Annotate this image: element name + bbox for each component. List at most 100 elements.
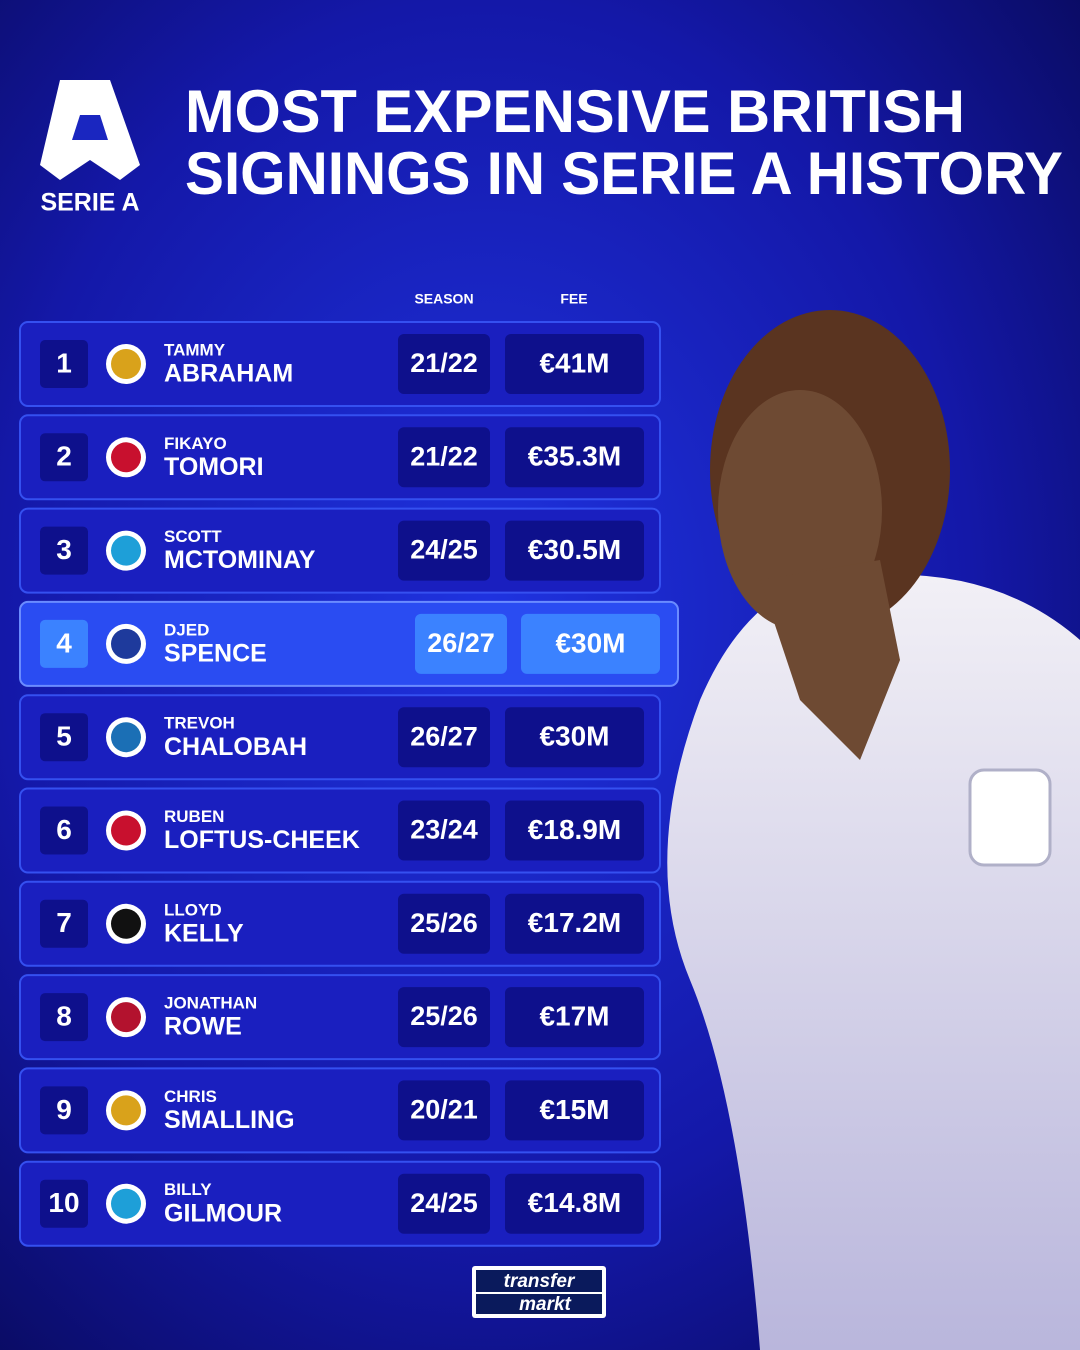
fee-box	[505, 893, 644, 954]
rank-box	[40, 1086, 88, 1135]
season-box	[398, 427, 490, 488]
row	[19, 974, 661, 1061]
row	[19, 694, 661, 781]
row	[19, 787, 661, 874]
transfermarkt-logo: transfer markt	[472, 1266, 606, 1318]
rank-box	[40, 1179, 88, 1228]
rank: 5	[56, 721, 72, 752]
fee: €15M	[539, 1094, 609, 1125]
fee: €30M	[539, 721, 609, 752]
season-box	[398, 1173, 490, 1234]
first-name: LLOYD	[164, 900, 222, 919]
season-box	[398, 707, 490, 768]
first-name: RUBEN	[164, 807, 224, 826]
season: 21/22	[410, 348, 478, 378]
season-box	[398, 987, 490, 1048]
rank-box	[40, 713, 88, 762]
rank-box	[40, 340, 88, 388]
title-line: MOST EXPENSIVE BRITISH	[185, 78, 965, 145]
first-name: SCOTT	[164, 527, 222, 546]
first-name: DJED	[164, 620, 209, 639]
fee: €14.8M	[528, 1187, 621, 1218]
club-logo-inner	[111, 1002, 141, 1033]
row	[19, 1067, 661, 1154]
rank: 10	[48, 1187, 79, 1218]
club-logo-inner	[111, 442, 141, 473]
fee-box	[505, 987, 644, 1048]
column-header: FEE	[560, 291, 587, 307]
season-box	[415, 613, 507, 674]
rank: 9	[56, 1094, 72, 1125]
last-name: TOMORI	[164, 453, 264, 481]
fee-box	[505, 520, 644, 581]
row	[19, 1160, 661, 1247]
last-name: CHALOBAH	[164, 733, 307, 761]
row	[19, 414, 661, 501]
season: 26/27	[427, 628, 495, 658]
fee: €30.5M	[528, 534, 621, 565]
fee: €41M	[539, 347, 609, 378]
player-photo	[667, 310, 1080, 1350]
first-name: TAMMY	[164, 340, 226, 359]
fee-box	[505, 427, 644, 488]
season-box	[398, 520, 490, 581]
first-name: JONATHAN	[164, 994, 257, 1013]
club-logo-inner	[111, 722, 141, 753]
first-name: TREVOH	[164, 714, 235, 733]
last-name: ROWE	[164, 1013, 242, 1041]
last-name: ABRAHAM	[164, 360, 293, 388]
rank: 4	[56, 627, 72, 658]
club-logo-inner	[111, 535, 141, 566]
season-box	[398, 334, 490, 394]
rank: 3	[56, 534, 72, 565]
club-logo-inner	[111, 815, 141, 846]
fee-box	[505, 1080, 644, 1141]
first-name: FIKAYO	[164, 434, 227, 453]
rank-box	[40, 993, 88, 1042]
club-logo-inner	[111, 1188, 141, 1219]
fee: €17M	[539, 1000, 609, 1031]
row	[19, 321, 661, 407]
fee: €18.9M	[528, 814, 621, 845]
logo-text: transfer	[504, 1271, 576, 1292]
season: 24/25	[410, 535, 478, 565]
fee-box	[505, 334, 644, 394]
logo-text: SERIE A	[40, 189, 139, 217]
title-line: SIGNINGS IN SERIE A HISTORY	[185, 140, 1063, 207]
fee: €17.2M	[528, 907, 621, 938]
rank-box	[40, 526, 88, 575]
last-name: SMALLING	[164, 1106, 295, 1134]
season: 23/24	[410, 815, 478, 845]
season-box	[398, 893, 490, 954]
first-name: BILLY	[164, 1180, 212, 1199]
last-name: LOFTUS-CHEEK	[164, 826, 360, 854]
fee: €30M	[555, 627, 625, 658]
rank: 6	[56, 814, 72, 845]
row	[19, 880, 661, 967]
rank: 2	[56, 441, 72, 472]
rank-box	[40, 806, 88, 855]
fee-box	[505, 800, 644, 861]
season: 25/26	[410, 1001, 478, 1031]
serie-a-logo: SERIE A	[40, 80, 140, 217]
rank: 8	[56, 1000, 72, 1031]
fee-box	[505, 1173, 644, 1234]
last-name: MCTOMINAY	[164, 546, 316, 574]
club-logo-inner	[111, 908, 141, 939]
season: 20/21	[410, 1095, 478, 1125]
rank-box	[40, 899, 88, 948]
last-name: SPENCE	[164, 640, 267, 668]
fee-box	[505, 707, 644, 768]
season: 24/25	[410, 1188, 478, 1218]
row	[19, 507, 661, 594]
season-box	[398, 800, 490, 861]
first-name: CHRIS	[164, 1087, 217, 1106]
rank: 7	[56, 907, 72, 938]
row	[19, 600, 679, 687]
club-logo-inner	[111, 1095, 141, 1126]
season-box	[398, 1080, 490, 1141]
fee: €35.3M	[528, 441, 621, 472]
